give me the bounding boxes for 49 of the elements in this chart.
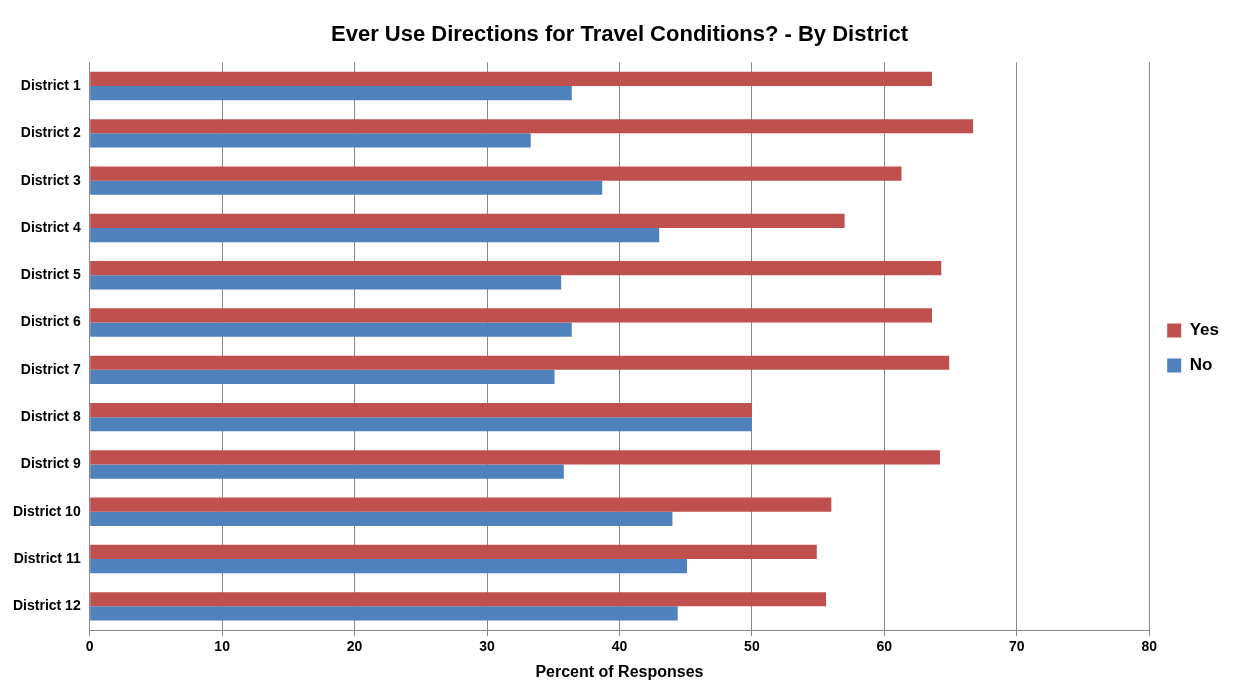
bar: [90, 592, 827, 607]
bar: [90, 71, 932, 87]
bar: [90, 559, 687, 574]
x-tick-label: 20: [346, 638, 363, 655]
y-tick-label: District 1: [20, 76, 81, 93]
bar: [90, 166, 902, 181]
y-tick-label: District 4: [20, 218, 81, 235]
x-tick-label: 70: [1008, 638, 1025, 655]
bar: [90, 511, 673, 526]
bar: [90, 355, 950, 370]
bar: [90, 544, 817, 560]
bar: [90, 119, 974, 134]
bar: [90, 497, 832, 512]
x-tick-label: 60: [876, 638, 893, 655]
y-tick-label: District 8: [20, 408, 81, 425]
bar: [90, 275, 562, 290]
x-tick-label: 0: [85, 638, 94, 655]
bar: [90, 417, 752, 432]
y-tick-label: District 10: [12, 502, 81, 519]
bar: [90, 261, 942, 276]
bar: [90, 180, 603, 195]
bar: [90, 464, 564, 479]
bar: [90, 369, 555, 385]
bar: [90, 606, 678, 621]
y-tick-label: District 2: [20, 124, 81, 141]
legend-label: No: [1189, 355, 1213, 375]
x-tick-label: 80: [1141, 638, 1158, 655]
x-tick-label: 50: [744, 638, 760, 655]
legend-label: Yes: [1189, 320, 1219, 340]
x-tick-label: 40: [611, 638, 628, 655]
bar: [90, 308, 932, 323]
y-tick-label: District 3: [20, 171, 81, 188]
x-tick-label: 10: [214, 638, 231, 655]
bar: [90, 133, 531, 148]
y-tick-label: District 11: [13, 549, 81, 566]
x-axis-title: Percent of Responses: [535, 662, 704, 680]
bar: [90, 402, 752, 418]
y-tick-label: District 5: [20, 266, 81, 283]
x-tick-label: 30: [479, 638, 495, 655]
y-tick-label: District 9: [20, 455, 81, 472]
chart-title: Ever Use Directions for Travel Conditions? - By District: [330, 21, 909, 47]
y-tick-label: District 12: [12, 597, 81, 614]
bar: [90, 213, 845, 228]
y-tick-label: District 7: [20, 360, 81, 377]
bar: [90, 450, 940, 465]
bar: [90, 227, 660, 243]
bar: [90, 86, 572, 101]
y-tick-label: District 6: [20, 313, 81, 330]
bar: [90, 322, 572, 337]
